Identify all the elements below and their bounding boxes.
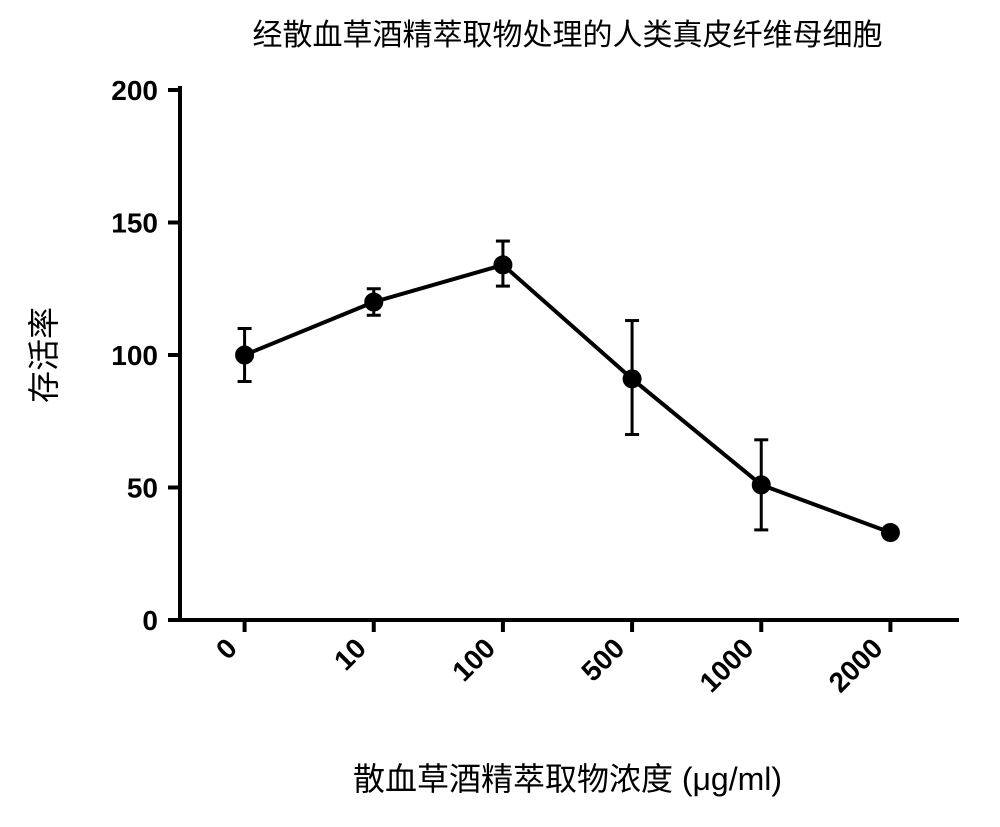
data-marker [881, 524, 899, 542]
y-tick-label: 50 [127, 473, 158, 504]
x-axis-label: 散血草酒精萃取物浓度 (μg/ml) [353, 761, 782, 797]
x-tick-label: 2000 [823, 632, 889, 698]
series-line [245, 265, 891, 533]
y-tick-label: 100 [111, 340, 158, 371]
x-tick-label: 100 [446, 632, 501, 687]
y-axis-label: 存活率 [26, 307, 62, 403]
data-marker [236, 346, 254, 364]
chart-svg: 经散血草酒精萃取物处理的人类真皮纤维母细胞0501001502000101005… [0, 0, 1000, 827]
y-tick-label: 150 [111, 208, 158, 239]
y-tick-label: 200 [111, 75, 158, 106]
x-tick-label: 1000 [694, 632, 760, 698]
x-tick-label: 0 [210, 632, 243, 665]
chart-container: 经散血草酒精萃取物处理的人类真皮纤维母细胞0501001502000101005… [0, 0, 1000, 827]
y-tick-label: 0 [142, 605, 158, 636]
data-marker [623, 370, 641, 388]
chart-title: 经散血草酒精萃取物处理的人类真皮纤维母细胞 [253, 19, 883, 52]
x-tick-label: 10 [328, 632, 372, 676]
data-marker [752, 476, 770, 494]
data-marker [365, 293, 383, 311]
data-marker [494, 256, 512, 274]
x-tick-label: 500 [575, 632, 630, 687]
